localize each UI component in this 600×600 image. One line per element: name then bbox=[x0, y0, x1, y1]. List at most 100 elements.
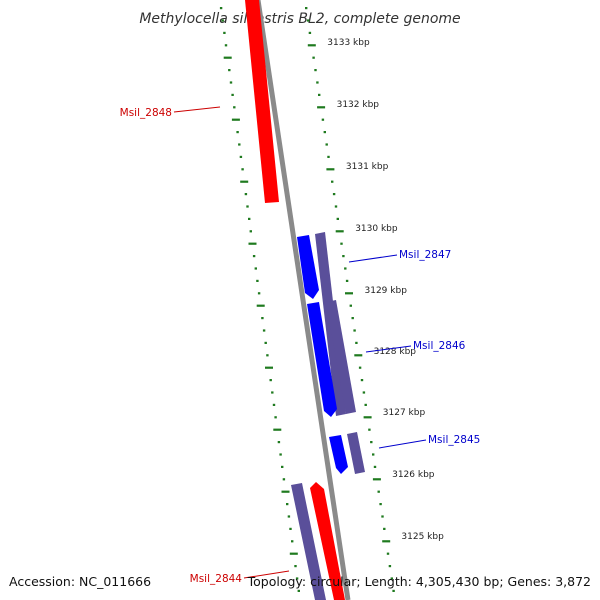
minor-tick bbox=[261, 317, 264, 320]
major-tick bbox=[231, 118, 240, 121]
minor-tick bbox=[228, 69, 231, 72]
genome-summary-text: Topology: circular; Length: 4,305,430 bp… bbox=[247, 574, 591, 589]
minor-tick bbox=[233, 106, 236, 109]
gene-label-msil-2848[interactable]: Msil_2848 bbox=[120, 107, 172, 119]
tick-label: 3128 kbp bbox=[374, 347, 417, 357]
major-tick bbox=[317, 106, 326, 109]
minor-tick bbox=[362, 391, 366, 394]
minor-tick bbox=[312, 56, 315, 59]
minor-tick bbox=[349, 304, 352, 307]
accession-text: Accession: NC_011666 bbox=[9, 574, 151, 589]
minor-tick bbox=[364, 403, 367, 406]
minor-tick bbox=[340, 242, 343, 245]
minor-tick bbox=[257, 292, 261, 295]
gene-label-msil-2847[interactable]: Msil_2847 bbox=[399, 249, 451, 261]
tick-labels: 3133 kbp 3132 kbp 3131 kbp 3130 kbp 3129 kbp… bbox=[327, 38, 444, 542]
minor-tick bbox=[353, 329, 356, 332]
tick-label: 3125 kbp bbox=[401, 532, 444, 542]
gene-msil-2848-arrow[interactable] bbox=[245, 0, 279, 203]
minor-tick bbox=[248, 217, 251, 220]
major-tick bbox=[273, 428, 282, 431]
gene-msil-2844-arrow[interactable] bbox=[310, 482, 345, 600]
minor-tick bbox=[239, 155, 243, 158]
gene-label-msil-2844[interactable]: Msil_2844 bbox=[190, 573, 243, 585]
minor-tick bbox=[370, 441, 373, 444]
minor-tick bbox=[271, 391, 274, 394]
minor-tick bbox=[277, 441, 281, 444]
gene-msil-2846-arrow[interactable] bbox=[307, 302, 337, 417]
minor-tick bbox=[295, 577, 299, 580]
leader-line bbox=[173, 106, 221, 113]
feature-bar bbox=[291, 483, 326, 600]
minor-tick bbox=[373, 465, 377, 468]
minor-tick bbox=[351, 317, 354, 320]
minor-tick bbox=[372, 453, 375, 456]
gene-msil-2845-arrow[interactable] bbox=[329, 435, 348, 474]
minor-tick bbox=[236, 131, 239, 134]
minor-tick bbox=[386, 552, 390, 555]
minor-tick bbox=[332, 193, 336, 196]
minor-tick bbox=[246, 205, 249, 208]
outer-tick-row bbox=[219, 7, 300, 592]
major-tick bbox=[326, 168, 335, 171]
minor-tick bbox=[286, 503, 289, 506]
gene-label-msil-2846[interactable]: Msil_2846 bbox=[413, 340, 466, 352]
minor-tick bbox=[383, 527, 386, 530]
minor-tick bbox=[256, 279, 259, 282]
minor-tick bbox=[264, 341, 267, 344]
minor-tick bbox=[345, 279, 349, 282]
leader-line bbox=[378, 439, 427, 449]
minor-tick bbox=[344, 267, 347, 270]
tick-label: 3132 kbp bbox=[337, 100, 380, 110]
gene-msil-2847-arrow[interactable] bbox=[297, 235, 319, 299]
minor-tick bbox=[281, 465, 284, 468]
major-tick bbox=[382, 540, 391, 543]
minor-tick bbox=[279, 453, 282, 456]
minor-tick bbox=[342, 255, 345, 258]
minor-tick bbox=[266, 354, 269, 357]
minor-tick bbox=[390, 577, 393, 580]
minor-tick bbox=[219, 7, 223, 10]
gene-label-msil-2845[interactable]: Msil_2845 bbox=[428, 434, 480, 446]
minor-tick bbox=[392, 589, 395, 592]
map-title: Methylocella silvestris BL2, complete ge… bbox=[139, 11, 460, 27]
major-tick bbox=[265, 366, 273, 369]
minor-tick bbox=[249, 230, 252, 233]
minor-tick bbox=[231, 93, 234, 96]
minor-tick bbox=[327, 155, 330, 158]
minor-tick bbox=[241, 168, 244, 171]
feature-bar bbox=[347, 432, 365, 474]
major-tick bbox=[307, 44, 316, 47]
major-tick bbox=[223, 56, 232, 59]
minor-tick bbox=[334, 205, 338, 208]
tick-label: 3133 kbp bbox=[327, 38, 370, 48]
major-tick bbox=[372, 478, 381, 481]
tick-label: 3126 kbp bbox=[392, 470, 435, 480]
minor-tick bbox=[221, 19, 224, 22]
minor-tick bbox=[287, 515, 291, 518]
minor-tick bbox=[305, 7, 308, 10]
minor-tick bbox=[282, 478, 286, 481]
minor-tick bbox=[316, 81, 319, 84]
minor-tick bbox=[262, 329, 266, 332]
minor-tick bbox=[321, 118, 325, 121]
major-tick bbox=[345, 292, 353, 295]
minor-tick bbox=[272, 403, 276, 406]
minor-tick bbox=[377, 490, 380, 493]
tick-label: 3130 kbp bbox=[355, 224, 398, 234]
minor-tick bbox=[368, 428, 371, 431]
minor-tick bbox=[224, 44, 228, 47]
major-tick bbox=[281, 490, 290, 493]
genome-backbone bbox=[255, 0, 351, 600]
tick-label: 3131 kbp bbox=[346, 162, 389, 172]
minor-tick bbox=[331, 180, 334, 183]
minor-tick bbox=[294, 565, 297, 568]
leader-line bbox=[348, 254, 398, 263]
minor-tick bbox=[379, 503, 382, 506]
major-tick bbox=[289, 552, 298, 555]
minor-tick bbox=[306, 19, 310, 22]
minor-tick bbox=[358, 366, 362, 369]
tick-label: 3127 kbp bbox=[383, 408, 426, 418]
minor-tick bbox=[291, 540, 294, 543]
